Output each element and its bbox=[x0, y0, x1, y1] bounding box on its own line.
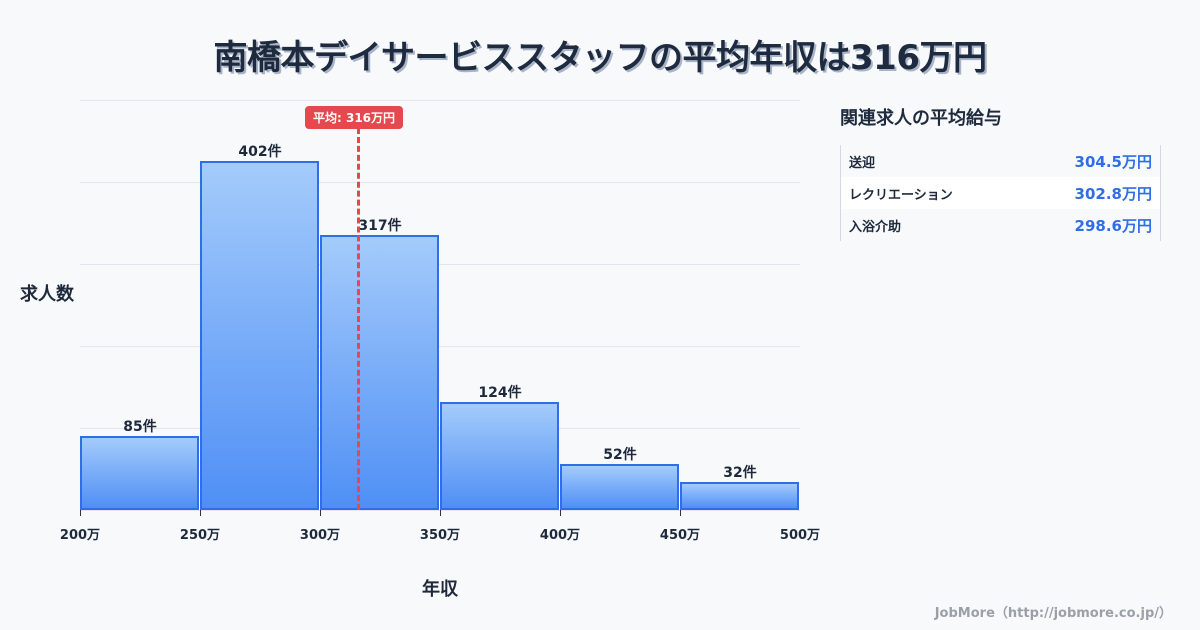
bar-value-label: 124件 bbox=[478, 385, 522, 401]
bar-value-label: 85件 bbox=[123, 419, 157, 435]
histogram-chart: 85件 402件 317件 124件 52件 32件 bbox=[80, 100, 800, 510]
bar-value-label: 32件 bbox=[723, 465, 757, 481]
job-name: レクリエーション bbox=[849, 187, 953, 203]
x-tick bbox=[680, 510, 681, 516]
bar-value-label: 52件 bbox=[603, 447, 637, 463]
x-tick-label: 400万 bbox=[539, 528, 581, 543]
related-salary-row: レクリエーション 302.8万円 bbox=[841, 177, 1160, 209]
x-tick-label: 300万 bbox=[299, 528, 341, 543]
x-tick-label: 200万 bbox=[59, 528, 101, 543]
bar-value-label: 402件 bbox=[238, 144, 282, 160]
x-axis-label: 年収 bbox=[422, 579, 458, 600]
bar-450-500 bbox=[680, 482, 799, 510]
x-tick-label: 500万 bbox=[779, 528, 821, 543]
bar-300-350 bbox=[320, 235, 439, 510]
related-salary-title: 関連求人の平均給与 bbox=[840, 108, 1002, 129]
mean-line bbox=[357, 128, 360, 510]
related-salary-row: 送迎 304.5万円 bbox=[841, 145, 1160, 177]
gridline bbox=[80, 182, 800, 183]
gridline bbox=[80, 264, 800, 265]
source-credit: JobMore（http://jobmore.co.jp/） bbox=[934, 606, 1172, 621]
job-salary: 302.8万円 bbox=[1074, 184, 1152, 203]
x-tick bbox=[560, 510, 561, 516]
x-tick-label: 250万 bbox=[179, 528, 221, 543]
x-tick bbox=[80, 510, 81, 516]
x-tick-label: 350万 bbox=[419, 528, 461, 543]
job-salary: 304.5万円 bbox=[1074, 152, 1152, 171]
bar-250-300 bbox=[200, 161, 319, 510]
bar-350-400 bbox=[440, 402, 559, 510]
gridline bbox=[80, 100, 800, 101]
bar-400-450 bbox=[560, 464, 679, 510]
related-salary-table: 送迎 304.5万円 レクリエーション 302.8万円 入浴介助 298.6万円 bbox=[840, 145, 1161, 241]
mean-badge: 平均: 316万円 bbox=[305, 106, 404, 129]
gridline bbox=[80, 346, 800, 347]
related-salary-row: 入浴介助 298.6万円 bbox=[841, 209, 1160, 241]
x-tick bbox=[320, 510, 321, 516]
page-title: 南橋本デイサービススタッフの平均年収は316万円 bbox=[213, 38, 987, 78]
y-axis-label: 求人数 bbox=[20, 284, 74, 305]
bar-value-label: 317件 bbox=[358, 218, 402, 234]
x-tick-label: 450万 bbox=[659, 528, 701, 543]
bar-200-250 bbox=[80, 436, 199, 510]
x-tick bbox=[200, 510, 201, 516]
job-name: 送迎 bbox=[849, 155, 876, 171]
job-name: 入浴介助 bbox=[849, 219, 902, 235]
x-tick bbox=[440, 510, 441, 516]
job-salary: 298.6万円 bbox=[1074, 216, 1152, 235]
